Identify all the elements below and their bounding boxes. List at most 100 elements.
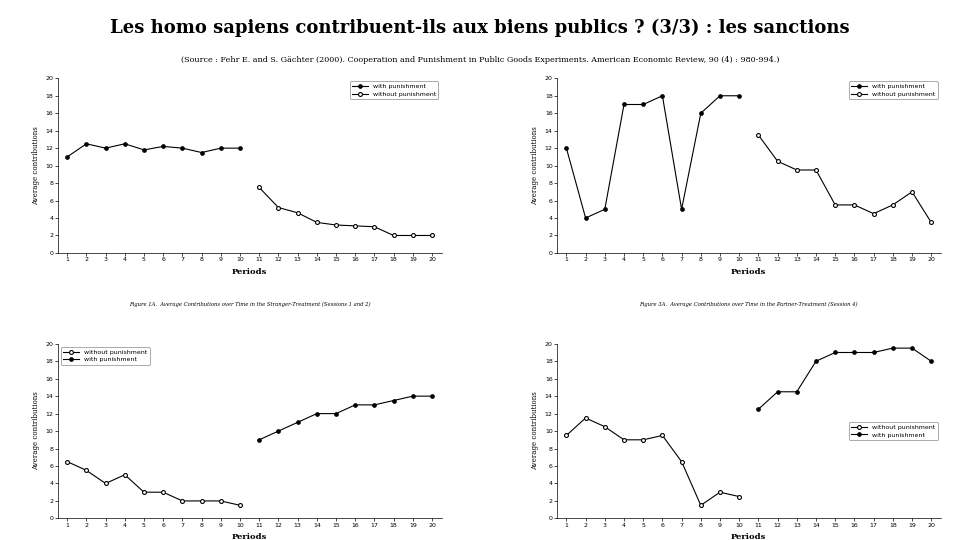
without punishment <box>234 502 246 509</box>
with punishment <box>810 358 822 365</box>
Legend: without punishment, with punishment: without punishment, with punishment <box>849 422 938 440</box>
without punishment <box>791 167 803 173</box>
without punishment <box>369 224 380 230</box>
Line: without punishment: without punishment <box>65 460 242 507</box>
Line: with punishment: with punishment <box>257 394 434 442</box>
with punishment <box>388 397 399 404</box>
with punishment <box>829 349 841 356</box>
without punishment <box>561 432 572 438</box>
without punishment <box>330 222 342 228</box>
X-axis label: Periods: Periods <box>232 268 267 275</box>
Line: without punishment: without punishment <box>257 186 434 238</box>
without punishment <box>426 232 438 239</box>
with punishment <box>61 154 73 160</box>
without punishment <box>925 219 937 226</box>
Line: without punishment: without punishment <box>756 133 933 224</box>
with punishment <box>215 145 227 151</box>
Y-axis label: Average contributions: Average contributions <box>531 126 540 205</box>
without punishment <box>714 489 726 495</box>
Text: Figure 1A.  Average Contributions over Time in the Stranger-Treatment (Sessions : Figure 1A. Average Contributions over Ti… <box>129 302 371 307</box>
without punishment <box>676 458 687 465</box>
with punishment <box>157 143 169 150</box>
Line: with punishment: with punishment <box>65 142 242 159</box>
without punishment <box>61 458 73 465</box>
without punishment <box>849 201 860 208</box>
X-axis label: Periods: Periods <box>732 268 766 275</box>
without punishment <box>657 432 668 438</box>
Legend: without punishment, with punishment: without punishment, with punishment <box>60 347 150 365</box>
without punishment <box>215 498 227 504</box>
Text: (Source : Fehr E. and S. Gächter (2000). Cooperation and Punishment in Public Go: (Source : Fehr E. and S. Gächter (2000).… <box>180 56 780 64</box>
with punishment <box>676 206 687 213</box>
with punishment <box>407 393 419 400</box>
with punishment <box>791 389 803 395</box>
with punishment <box>177 145 188 151</box>
without punishment <box>887 201 899 208</box>
with punishment <box>618 102 630 108</box>
with punishment <box>657 92 668 99</box>
without punishment <box>196 498 207 504</box>
Legend: with punishment, without punishment: with punishment, without punishment <box>349 82 439 99</box>
without punishment <box>906 188 918 195</box>
with punishment <box>119 140 131 147</box>
Y-axis label: Average contributions: Average contributions <box>531 392 540 470</box>
without punishment <box>618 436 630 443</box>
without punishment <box>273 204 284 211</box>
without punishment <box>637 436 649 443</box>
Line: with punishment: with punishment <box>756 346 933 411</box>
Y-axis label: Average contributions: Average contributions <box>32 126 40 205</box>
without punishment <box>695 502 707 509</box>
with punishment <box>599 206 611 213</box>
with punishment <box>733 92 745 99</box>
with punishment <box>292 419 303 426</box>
without punishment <box>253 184 265 191</box>
with punishment <box>637 102 649 108</box>
without punishment <box>177 498 188 504</box>
without punishment <box>599 423 611 430</box>
Text: Figure 3A.  Average Contributions over Time in the Partner-Treatment (Session 4): Figure 3A. Average Contributions over Ti… <box>639 302 858 307</box>
Line: without punishment: without punishment <box>564 416 741 507</box>
without punishment <box>138 489 150 495</box>
without punishment <box>772 158 783 165</box>
with punishment <box>868 349 879 356</box>
with punishment <box>753 406 764 413</box>
without punishment <box>829 201 841 208</box>
with punishment <box>925 358 937 365</box>
with punishment <box>714 92 726 99</box>
with punishment <box>426 393 438 400</box>
without punishment <box>580 415 591 421</box>
Text: Les homo sapiens contribuent-ils aux biens publics ? (3/3) : les sanctions: Les homo sapiens contribuent-ils aux bie… <box>110 18 850 37</box>
with punishment <box>580 215 591 221</box>
with punishment <box>887 345 899 352</box>
without punishment <box>733 494 745 500</box>
with punishment <box>81 140 92 147</box>
without punishment <box>119 471 131 478</box>
Y-axis label: Average contributions: Average contributions <box>32 392 40 470</box>
without punishment <box>407 232 419 239</box>
with punishment <box>561 145 572 151</box>
without punishment <box>868 211 879 217</box>
without punishment <box>753 132 764 138</box>
with punishment <box>906 345 918 352</box>
with punishment <box>234 145 246 151</box>
with punishment <box>253 436 265 443</box>
without punishment <box>349 222 361 229</box>
with punishment <box>349 402 361 408</box>
Line: with punishment: with punishment <box>564 94 741 220</box>
without punishment <box>81 467 92 474</box>
with punishment <box>772 389 783 395</box>
with punishment <box>695 110 707 117</box>
without punishment <box>100 480 111 487</box>
without punishment <box>810 167 822 173</box>
with punishment <box>100 145 111 151</box>
without punishment <box>292 210 303 216</box>
without punishment <box>157 489 169 495</box>
with punishment <box>311 410 323 417</box>
with punishment <box>849 349 860 356</box>
with punishment <box>196 149 207 156</box>
with punishment <box>369 402 380 408</box>
X-axis label: Periods: Periods <box>232 533 267 540</box>
X-axis label: Periods: Periods <box>732 533 766 540</box>
with punishment <box>273 428 284 434</box>
without punishment <box>388 232 399 239</box>
